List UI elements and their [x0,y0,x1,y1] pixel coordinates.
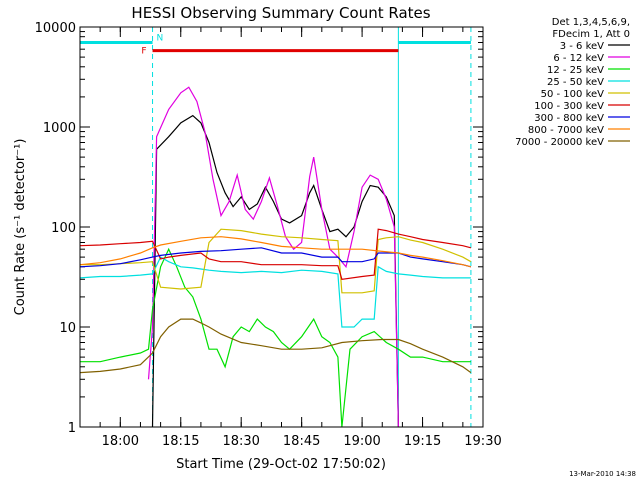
x-tick-label: 18:45 [283,434,320,449]
chart-title: HESSI Observing Summary Count Rates [131,4,430,22]
plot-frame [79,26,484,428]
series-line [79,236,472,268]
legend-label: 800 - 7000 keV [528,125,604,136]
series-line [80,247,471,428]
legend-label: 25 - 50 keV [547,77,604,88]
x-tick-label: 19:15 [404,434,441,449]
y-tick-label: 100 [51,221,76,236]
legend-label: 7000 - 20000 keV [515,137,604,148]
y-tick-label: 10 [59,321,76,336]
x-tick-label: 19:30 [464,434,501,449]
footer-timestamp: 13-Mar-2010 14:38 [569,470,636,478]
flag-layer: NF [80,33,471,57]
x-tick-label: 18:15 [162,434,199,449]
legend-label: 50 - 100 keV [541,89,605,100]
legend-label: 6 - 12 keV [553,53,604,64]
y-tick-label: 1000 [43,121,76,136]
series-line [80,228,472,294]
flag-label: F [141,47,146,57]
legend: Det 1,3,4,5,6,9,FDecim 1, Att 03 - 6 keV… [515,17,630,148]
series-line [151,114,399,428]
series-line [147,86,399,428]
flag-label: N [157,33,164,43]
legend-label: 12 - 25 keV [547,65,604,76]
y-tick-label: 1 [68,421,76,436]
x-axis-label: Start Time (29-Oct-02 17:50:02) [176,457,386,472]
legend-label: 100 - 300 keV [534,101,604,112]
legend-header: Det 1,3,4,5,6,9, [552,17,630,28]
x-tick-label: 19:00 [343,434,380,449]
series-line [79,256,471,328]
legend-header: FDecim 1, Att 0 [552,29,630,40]
y-tick-label: 10000 [35,21,76,36]
series-line [79,228,472,280]
x-tick-label: 18:00 [102,434,139,449]
series-layer [79,86,472,428]
series-line [79,318,472,374]
legend-label: 300 - 800 keV [534,113,604,124]
marker-layer [79,27,472,427]
legend-label: 3 - 6 keV [560,41,604,52]
y-axis-label: Count Rate (s⁻¹ detector⁻¹) [13,139,28,316]
series-line [79,247,472,268]
x-tick-label: 18:30 [222,434,259,449]
